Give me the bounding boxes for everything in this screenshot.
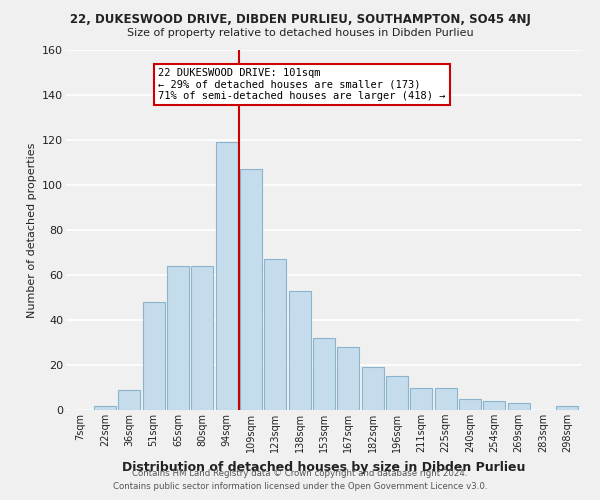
Bar — [435, 388, 457, 410]
Bar — [410, 388, 433, 410]
Bar — [362, 367, 383, 410]
Bar — [240, 170, 262, 410]
Text: Contains HM Land Registry data © Crown copyright and database right 2024.: Contains HM Land Registry data © Crown c… — [132, 468, 468, 477]
X-axis label: Distribution of detached houses by size in Dibden Purlieu: Distribution of detached houses by size … — [122, 460, 526, 473]
Bar — [191, 266, 213, 410]
Bar — [143, 302, 164, 410]
Bar — [556, 406, 578, 410]
Bar — [265, 260, 286, 410]
Bar — [215, 142, 238, 410]
Bar — [508, 403, 530, 410]
Bar — [118, 390, 140, 410]
Text: Contains public sector information licensed under the Open Government Licence v3: Contains public sector information licen… — [113, 482, 487, 491]
Bar — [167, 266, 189, 410]
Bar — [386, 376, 408, 410]
Bar — [313, 338, 335, 410]
Text: 22 DUKESWOOD DRIVE: 101sqm
← 29% of detached houses are smaller (173)
71% of sem: 22 DUKESWOOD DRIVE: 101sqm ← 29% of deta… — [158, 68, 446, 101]
Bar — [337, 347, 359, 410]
Text: 22, DUKESWOOD DRIVE, DIBDEN PURLIEU, SOUTHAMPTON, SO45 4NJ: 22, DUKESWOOD DRIVE, DIBDEN PURLIEU, SOU… — [70, 12, 530, 26]
Bar — [94, 406, 116, 410]
Bar — [459, 399, 481, 410]
Y-axis label: Number of detached properties: Number of detached properties — [26, 142, 37, 318]
Bar — [484, 401, 505, 410]
Bar — [289, 291, 311, 410]
Text: Size of property relative to detached houses in Dibden Purlieu: Size of property relative to detached ho… — [127, 28, 473, 38]
